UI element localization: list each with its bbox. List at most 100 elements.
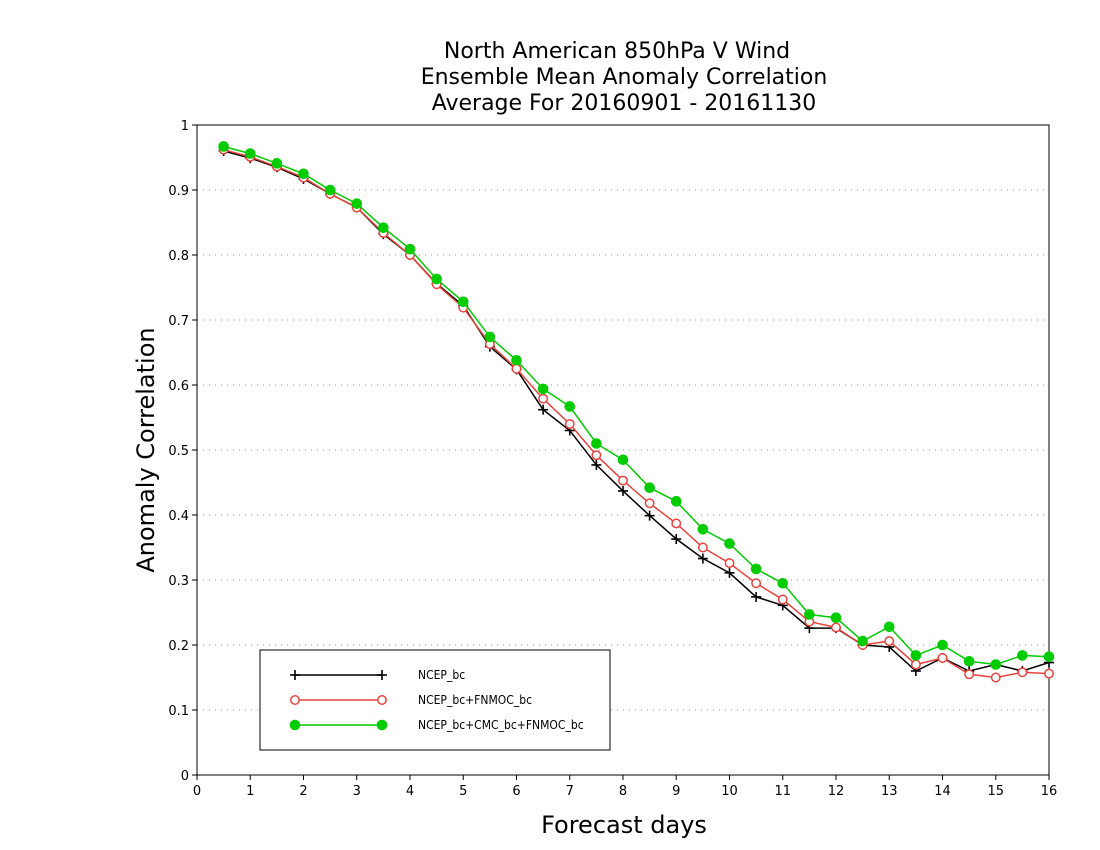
x-tick-label: 10 [721, 784, 738, 799]
data-point [218, 141, 229, 152]
legend-marker [289, 719, 301, 731]
data-point [937, 639, 948, 651]
data-point [511, 355, 522, 366]
y-tick-label: 0.9 [168, 184, 189, 199]
data-point [618, 485, 628, 496]
data-point [990, 672, 1001, 683]
data-point [724, 558, 735, 569]
legend-label: NCEP_bc+CMC_bc+FNMOC_bc [418, 718, 584, 732]
x-tick-label: 15 [987, 784, 1004, 799]
x-tick-label: 7 [566, 784, 574, 799]
legend-marker [377, 670, 387, 680]
data-point [964, 669, 975, 680]
data-point [378, 222, 389, 233]
legend-marker [290, 695, 300, 705]
data-point [1017, 650, 1028, 661]
y-tick-label: 0.1 [168, 704, 189, 719]
legend-item: NCEP_bc+FNMOC_bc [290, 693, 532, 707]
y-tick-label: 0.6 [168, 379, 189, 394]
data-point [591, 450, 602, 461]
data-point [244, 148, 256, 159]
series-2 [218, 144, 1054, 683]
y-tick-label: 0.5 [168, 444, 189, 459]
data-point [271, 158, 283, 169]
legend-item: NCEP_bc [290, 668, 465, 682]
series-layer [218, 141, 1055, 683]
data-point [751, 578, 762, 589]
data-point [831, 622, 841, 633]
data-point [963, 655, 975, 667]
series-3 [218, 141, 1055, 670]
data-point [538, 404, 549, 415]
data-point [910, 650, 922, 661]
data-point [1017, 667, 1028, 678]
chart-title-line-2: Ensemble Mean Anomaly Correlation [421, 65, 828, 90]
data-point [937, 653, 948, 663]
data-point [857, 635, 868, 647]
grid-lines [197, 189, 1049, 711]
data-point [564, 419, 575, 429]
legend-marker [376, 719, 388, 731]
axis-ticks: 00.10.20.30.40.50.60.70.80.910 1 2 3 4 5 6 7 8 9 1… [168, 119, 1057, 799]
data-point [537, 383, 549, 395]
x-tick-label: 14 [934, 784, 951, 799]
y-tick-label: 0.7 [168, 314, 189, 329]
x-tick-label: 9 [672, 784, 680, 799]
x-tick-label: 4 [406, 784, 414, 799]
y-tick-label: 0.8 [168, 249, 189, 264]
data-point [724, 567, 735, 578]
data-point [644, 510, 655, 521]
data-point [883, 621, 895, 633]
data-point [591, 438, 602, 449]
data-point [511, 363, 522, 374]
x-tick-label: 1 [246, 784, 254, 799]
x-tick-label: 8 [619, 784, 627, 799]
data-point [804, 609, 815, 620]
data-point [670, 496, 682, 507]
legend-marker [377, 695, 387, 705]
data-point [671, 534, 682, 545]
series-1 [218, 146, 1054, 676]
data-point [324, 184, 336, 196]
x-tick-label: 2 [299, 784, 307, 799]
data-point [564, 401, 576, 412]
data-point [644, 498, 655, 509]
data-point [750, 563, 762, 575]
x-tick-label: 12 [828, 784, 845, 799]
series-line [223, 150, 1050, 672]
data-point [884, 636, 895, 647]
data-point [457, 296, 469, 308]
data-point [644, 482, 655, 494]
data-point [830, 612, 842, 624]
data-point [618, 475, 628, 486]
x-tick-label: 0 [193, 784, 201, 799]
data-point [617, 454, 629, 466]
data-point [591, 459, 602, 470]
legend-item: NCEP_bc+CMC_bc+FNMOC_bc [289, 718, 584, 732]
chart-title-line-1: North American 850hPa V Wind [444, 39, 790, 64]
data-point [990, 659, 1002, 670]
data-point [697, 542, 708, 553]
data-point [404, 243, 416, 255]
x-tick-label: 13 [881, 784, 898, 799]
y-tick-label: 1 [181, 119, 189, 134]
y-axis-title: Anomaly Correlation [132, 327, 160, 572]
data-point [1043, 651, 1055, 663]
x-tick-label: 16 [1041, 784, 1058, 799]
legend-label: NCEP_bc [418, 668, 465, 682]
data-point [697, 553, 708, 564]
data-point [777, 594, 788, 605]
legend-label: NCEP_bc+FNMOC_bc [418, 693, 532, 707]
data-point [351, 198, 363, 209]
data-point [431, 273, 442, 285]
x-tick-label: 6 [512, 784, 520, 799]
legend: NCEP_bc NCEP_bc+FNMOC_bc NCEP_bc+CMC_bc+FN… [259, 649, 611, 751]
data-point [538, 393, 549, 404]
y-tick-label: 0.2 [168, 639, 189, 654]
data-point [724, 538, 735, 549]
x-tick-label: 11 [774, 784, 791, 799]
legend-marker [290, 670, 300, 680]
data-point [1044, 668, 1054, 679]
y-tick-label: 0.3 [168, 574, 189, 589]
